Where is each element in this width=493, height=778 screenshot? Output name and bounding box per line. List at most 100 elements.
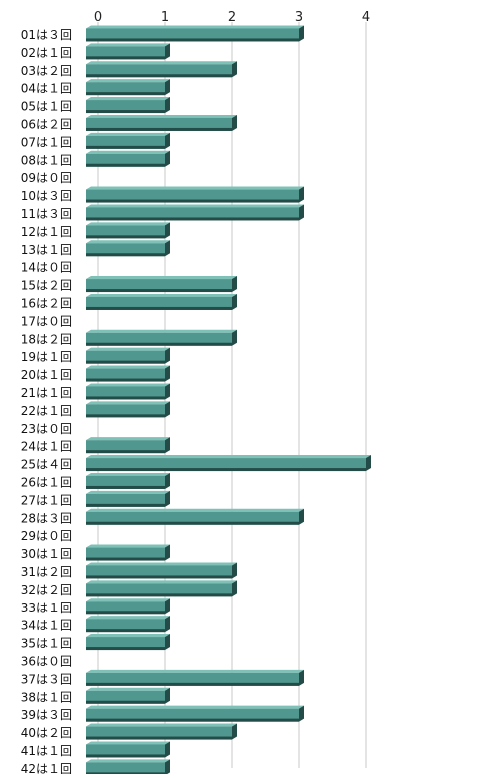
bar-front-face <box>86 475 165 489</box>
bar-front-face <box>86 547 165 561</box>
bar-front-face <box>86 565 232 579</box>
category-label: 17は０回 <box>21 314 72 328</box>
bar-front-face <box>86 189 299 203</box>
category-label: 19は１回 <box>21 350 72 364</box>
bar <box>86 114 237 131</box>
bar-top-face <box>86 347 170 351</box>
bar-end-cap <box>165 79 170 96</box>
bar-end-cap <box>165 383 170 400</box>
bar-bottom-edge <box>86 289 232 293</box>
category-label: 05は１回 <box>21 100 72 114</box>
bar <box>86 437 170 454</box>
bar-front-face <box>86 296 232 310</box>
bar-top-face <box>86 293 237 297</box>
bar-top-face <box>86 383 170 387</box>
category-label: 02は１回 <box>21 46 72 60</box>
bar-top-face <box>86 705 304 709</box>
bar-bottom-edge <box>86 110 165 114</box>
bar-front-face <box>86 82 165 96</box>
category-label: 04は１回 <box>21 82 72 96</box>
bar-bottom-edge <box>86 253 165 257</box>
bar-end-cap <box>232 276 237 293</box>
bar-bottom-edge <box>86 56 165 60</box>
bar-front-face <box>86 386 165 400</box>
bar <box>86 132 170 149</box>
bar-end-cap <box>232 580 237 597</box>
bar-top-face <box>86 723 237 727</box>
bar-top-face <box>86 741 170 745</box>
bar <box>86 401 170 418</box>
bar <box>86 43 170 60</box>
bar-top-face <box>86 580 237 584</box>
x-tick-label: 0 <box>94 10 102 25</box>
category-label: 15は２回 <box>21 279 72 293</box>
bar-top-face <box>86 150 170 154</box>
bar-top-face <box>86 634 170 638</box>
bar <box>86 544 170 561</box>
category-label: 37は３回 <box>21 672 72 686</box>
bar-bottom-edge <box>86 414 165 418</box>
bar-top-face <box>86 472 170 476</box>
category-label: 06は２回 <box>21 117 72 131</box>
bar-bottom-edge <box>86 485 165 489</box>
x-axis-ticks: 0 1 2 3 4 <box>94 10 370 25</box>
bar-end-cap <box>165 472 170 489</box>
bar-end-cap <box>232 329 237 346</box>
bar-end-cap <box>165 741 170 758</box>
bar-end-cap <box>232 562 237 579</box>
bar <box>86 222 170 239</box>
bar <box>86 741 170 758</box>
category-label: 41は１回 <box>21 744 72 758</box>
bar-front-face <box>86 28 299 42</box>
bar-front-face <box>86 458 366 472</box>
category-label: 23は０回 <box>21 422 72 436</box>
bar-front-face <box>86 690 165 704</box>
category-label: 32は２回 <box>21 583 72 597</box>
category-label: 24は１回 <box>21 440 72 454</box>
bar-bottom-edge <box>86 557 165 561</box>
category-label: 21は１回 <box>21 386 72 400</box>
bar-front-face <box>86 350 165 364</box>
bar-front-face <box>86 511 299 525</box>
bar-front-face <box>86 225 165 239</box>
category-label: 10は３回 <box>21 189 72 203</box>
bar-bottom-edge <box>86 647 165 651</box>
category-label: 38は１回 <box>21 690 72 704</box>
bar-front-face <box>86 64 232 78</box>
bar-front-face <box>86 440 165 454</box>
category-labels: 01は３回 02は１回 03は２回 04は１回 05は１回 06は２回 07は１回 08は１回… <box>21 28 72 776</box>
bar-end-cap <box>165 437 170 454</box>
category-label: 30は１回 <box>21 547 72 561</box>
bar-end-cap <box>165 365 170 382</box>
bar <box>86 705 304 722</box>
category-label: 07は１回 <box>21 135 72 149</box>
bar <box>86 580 237 597</box>
bar-top-face <box>86 25 304 29</box>
bar-front-face <box>86 726 232 740</box>
bar <box>86 598 170 615</box>
bar-top-face <box>86 455 371 459</box>
bar-front-face <box>86 493 165 507</box>
bar-top-face <box>86 61 237 65</box>
x-tick-label: 1 <box>161 10 169 25</box>
bar-top-face <box>86 669 304 673</box>
category-label: 40は２回 <box>21 726 72 740</box>
bar-bottom-edge <box>86 74 232 78</box>
bar-end-cap <box>299 508 304 525</box>
bar <box>86 669 304 686</box>
bar-end-cap <box>165 634 170 651</box>
bar-front-face <box>86 153 165 167</box>
category-label: 39は３回 <box>21 708 72 722</box>
category-label: 13は１回 <box>21 243 72 257</box>
bar-end-cap <box>165 544 170 561</box>
bar-end-cap <box>299 705 304 722</box>
bar-top-face <box>86 616 170 620</box>
bar-bottom-edge <box>86 593 232 597</box>
bar-end-cap <box>232 61 237 78</box>
bar <box>86 723 237 740</box>
bar-end-cap <box>232 293 237 310</box>
bar-bottom-edge <box>86 503 165 507</box>
bar-bottom-edge <box>86 38 299 42</box>
